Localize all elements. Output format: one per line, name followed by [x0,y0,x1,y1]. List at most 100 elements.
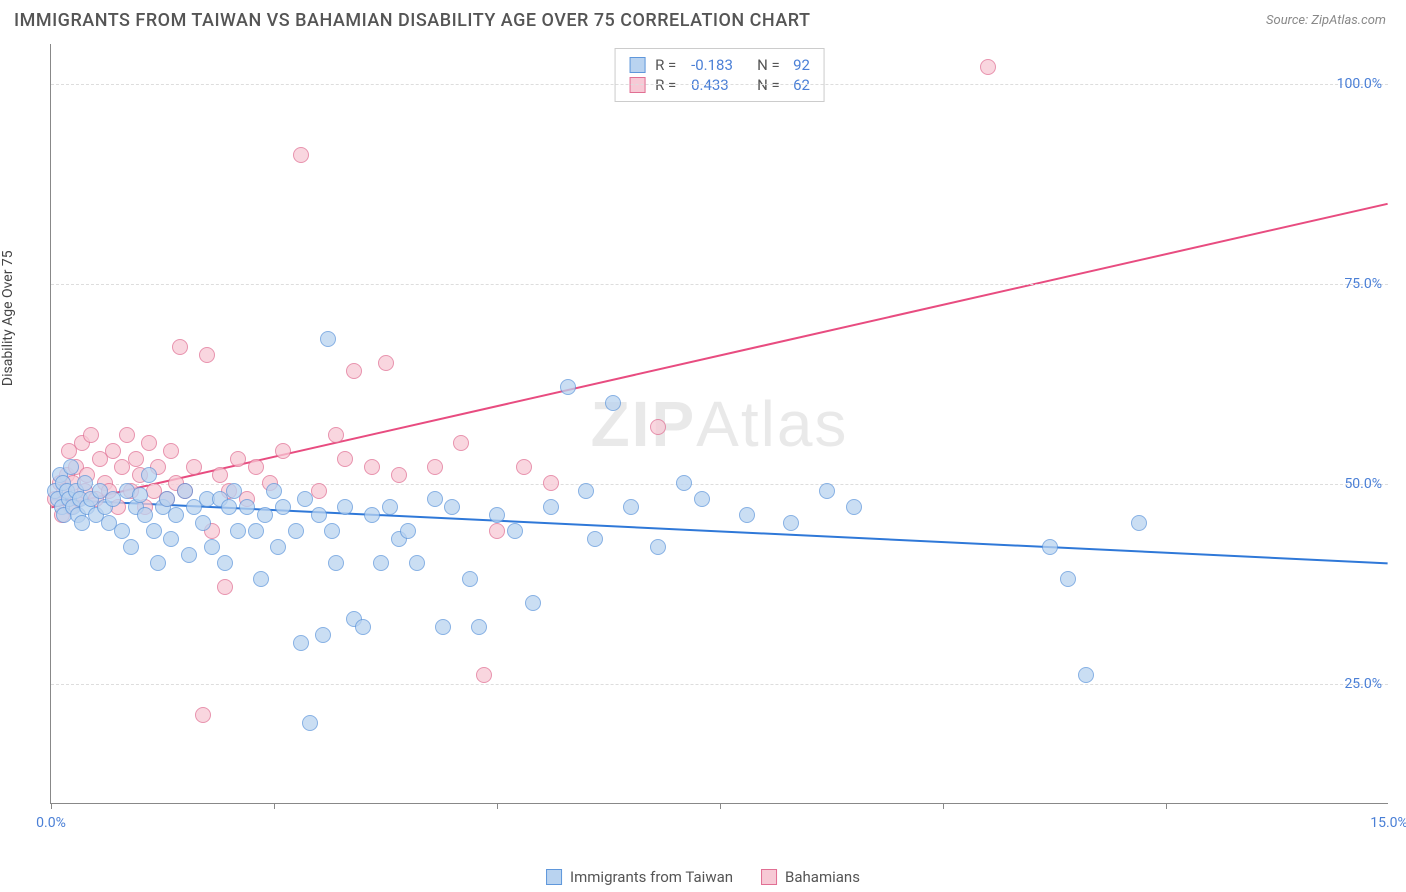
swatch-bahamian [761,869,777,885]
data-point-bahamian [163,443,179,459]
r-label: R = [655,56,681,74]
watermark: ZIPAtlas [591,387,849,461]
data-point-taiwan [382,499,398,515]
r-value-taiwan: -0.183 [691,56,747,74]
gridline [51,484,1388,485]
data-point-taiwan [373,555,389,571]
data-point-taiwan [311,507,327,523]
data-point-bahamian [105,443,121,459]
data-point-taiwan [578,483,594,499]
trend-lines [51,44,1388,803]
data-point-taiwan [159,491,175,507]
data-point-taiwan [471,619,487,635]
data-point-taiwan [1060,571,1076,587]
chart-container: Disability Age Over 75 ZIPAtlas R = -0.1… [14,44,1392,848]
data-point-taiwan [364,507,380,523]
data-point-taiwan [270,539,286,555]
data-point-taiwan [217,555,233,571]
swatch-bahamian [629,77,645,93]
data-point-taiwan [146,523,162,539]
data-point-bahamian [172,339,188,355]
data-point-taiwan [337,499,353,515]
data-point-taiwan [444,499,460,515]
data-point-taiwan [355,619,371,635]
data-point-bahamian [275,443,291,459]
data-point-taiwan [676,475,692,491]
data-point-bahamian [391,467,407,483]
data-point-bahamian [248,459,264,475]
data-point-bahamian [195,707,211,723]
chart-title: IMMIGRANTS FROM TAIWAN VS BAHAMIAN DISAB… [14,10,810,31]
x-tick [274,803,275,809]
data-point-bahamian [427,459,443,475]
data-point-bahamian [337,451,353,467]
data-point-taiwan [163,531,179,547]
data-point-taiwan [427,491,443,507]
data-point-bahamian [217,579,233,595]
data-point-taiwan [302,715,318,731]
data-point-taiwan [400,523,416,539]
data-point-taiwan [297,491,313,507]
gridline [51,84,1388,85]
data-point-taiwan [221,499,237,515]
data-point-taiwan [435,619,451,635]
y-tick-label: 75.0% [1344,276,1382,292]
y-tick-label: 50.0% [1344,476,1382,492]
data-point-taiwan [1042,539,1058,555]
data-point-bahamian [543,475,559,491]
data-point-bahamian [230,451,246,467]
data-point-taiwan [77,475,93,491]
data-point-taiwan [328,555,344,571]
data-point-taiwan [141,467,157,483]
data-point-taiwan [137,507,153,523]
data-point-bahamian [346,363,362,379]
swatch-taiwan [629,57,645,73]
data-point-bahamian [119,427,135,443]
data-point-taiwan [783,515,799,531]
x-tick-label: 15.0% [1370,815,1406,831]
data-point-taiwan [623,499,639,515]
data-point-bahamian [453,435,469,451]
data-point-taiwan [1131,515,1147,531]
data-point-taiwan [462,571,478,587]
x-tick [497,803,498,809]
data-point-taiwan [694,491,710,507]
data-point-taiwan [195,515,211,531]
data-point-taiwan [507,523,523,539]
data-point-taiwan [315,627,331,643]
data-point-taiwan [320,331,336,347]
data-point-bahamian [489,523,505,539]
data-point-bahamian [212,467,228,483]
data-point-bahamian [328,427,344,443]
data-point-taiwan [123,539,139,555]
legend-label-taiwan: Immigrants from Taiwan [570,868,733,886]
series-legend: Immigrants from Taiwan Bahamians [546,868,860,886]
data-point-bahamian [378,355,394,371]
data-point-taiwan [204,539,220,555]
n-value-bahamian: 62 [793,76,810,94]
x-tick [51,803,52,809]
plot-area: ZIPAtlas R = -0.183 N = 92 R = 0.433 N =… [50,44,1388,804]
data-point-taiwan [525,595,541,611]
source-attribution: Source: ZipAtlas.com [1266,13,1386,28]
data-point-bahamian [128,451,144,467]
data-point-taiwan [230,523,246,539]
data-point-taiwan [239,499,255,515]
n-value-taiwan: 92 [793,56,810,74]
data-point-taiwan [650,539,666,555]
gridline [51,284,1388,285]
data-point-bahamian [650,419,666,435]
n-label: N = [757,56,783,74]
legend-item-bahamian: Bahamians [761,868,860,886]
data-point-taiwan [253,571,269,587]
y-tick-label: 100.0% [1337,76,1382,92]
data-point-taiwan [181,547,197,563]
data-point-bahamian [293,147,309,163]
data-point-taiwan [248,523,264,539]
data-point-taiwan [168,507,184,523]
swatch-taiwan [546,869,562,885]
r-label: R = [655,76,681,94]
data-point-taiwan [587,531,603,547]
data-point-bahamian [516,459,532,475]
data-point-taiwan [114,523,130,539]
